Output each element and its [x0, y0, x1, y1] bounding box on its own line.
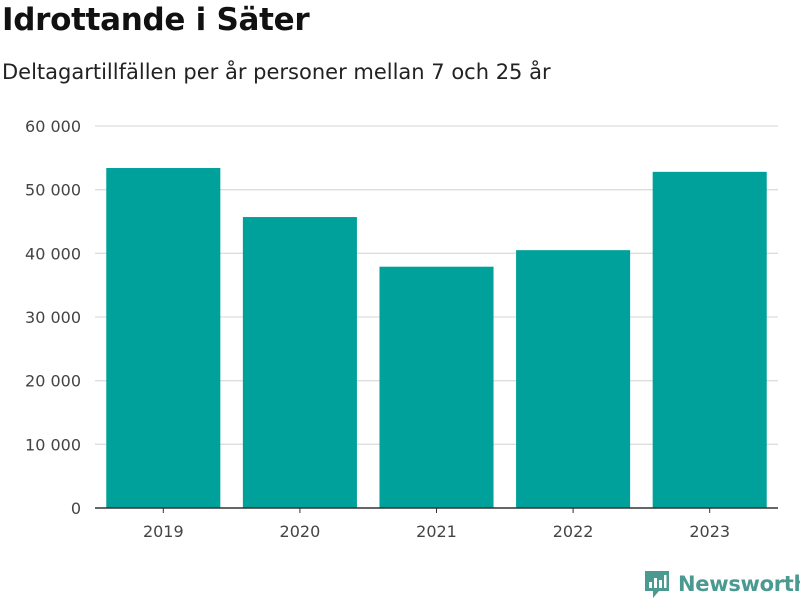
x-tick-label: 2019 [143, 522, 184, 541]
y-tick-label: 20 000 [25, 372, 81, 391]
y-tick-label: 40 000 [25, 244, 81, 263]
bar-2019 [106, 168, 221, 508]
bar-2020 [242, 217, 357, 508]
chart-subtitle: Deltagartillfällen per år personer mella… [2, 60, 551, 84]
y-axis-ticks: 0 10 000 20 000 30 000 40 000 50 000 60 000 [25, 117, 81, 518]
x-tick-label: 2020 [280, 522, 321, 541]
chart-title: Idrottande i Säter [2, 2, 310, 38]
y-tick-label: 60 000 [25, 117, 81, 136]
y-tick-label: 50 000 [25, 181, 81, 200]
bar-2021 [379, 266, 494, 508]
bar-2023 [652, 171, 767, 508]
y-tick-label: 10 000 [25, 435, 81, 454]
bars [106, 168, 767, 508]
x-tick-label: 2021 [416, 522, 457, 541]
bar-2022 [516, 250, 631, 508]
y-tick-label: 30 000 [25, 308, 81, 327]
y-tick-label: 0 [71, 499, 81, 518]
newsworthy-logo-icon [645, 571, 669, 598]
x-axis-ticks: 2019 2020 2021 2022 2023 [143, 508, 730, 541]
x-tick-label: 2023 [689, 522, 730, 541]
brand-name: Newsworthy [678, 572, 800, 596]
x-tick-label: 2022 [553, 522, 594, 541]
brand-logo: Newsworthy [644, 568, 800, 600]
